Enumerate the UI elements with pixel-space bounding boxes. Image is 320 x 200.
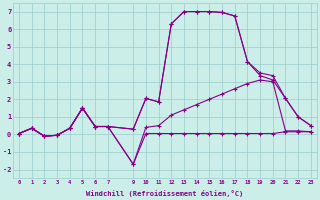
X-axis label: Windchill (Refroidissement éolien,°C): Windchill (Refroidissement éolien,°C)	[86, 190, 244, 197]
